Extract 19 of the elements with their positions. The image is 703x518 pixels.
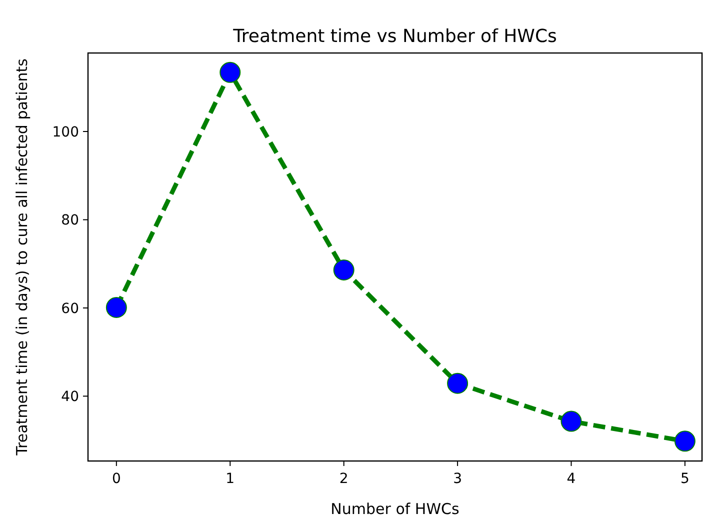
x-tick-label: 4 [566, 471, 576, 487]
point [674, 430, 696, 452]
y-tick-label: 80 [61, 212, 79, 229]
point [560, 410, 582, 432]
y-axis-title: Treatment time (in days) to cure all infected patients [13, 58, 31, 456]
x-tick-label: 2 [339, 471, 348, 487]
x-tick-label: 0 [112, 471, 121, 487]
y-tick-label: 100 [52, 124, 79, 141]
x-tick-label: 5 [680, 471, 690, 487]
chart-title: Treatment time vs Number of HWCs [232, 26, 557, 47]
x-tick-label: 3 [453, 471, 462, 487]
y-tick-label: 40 [61, 389, 79, 406]
y-tick-label: 60 [61, 300, 79, 317]
point [106, 297, 127, 318]
point [447, 372, 468, 394]
point [333, 260, 354, 281]
x-axis-title: Number of HWCs [330, 500, 460, 518]
point [220, 62, 241, 83]
x-tick-label: 1 [226, 471, 235, 487]
